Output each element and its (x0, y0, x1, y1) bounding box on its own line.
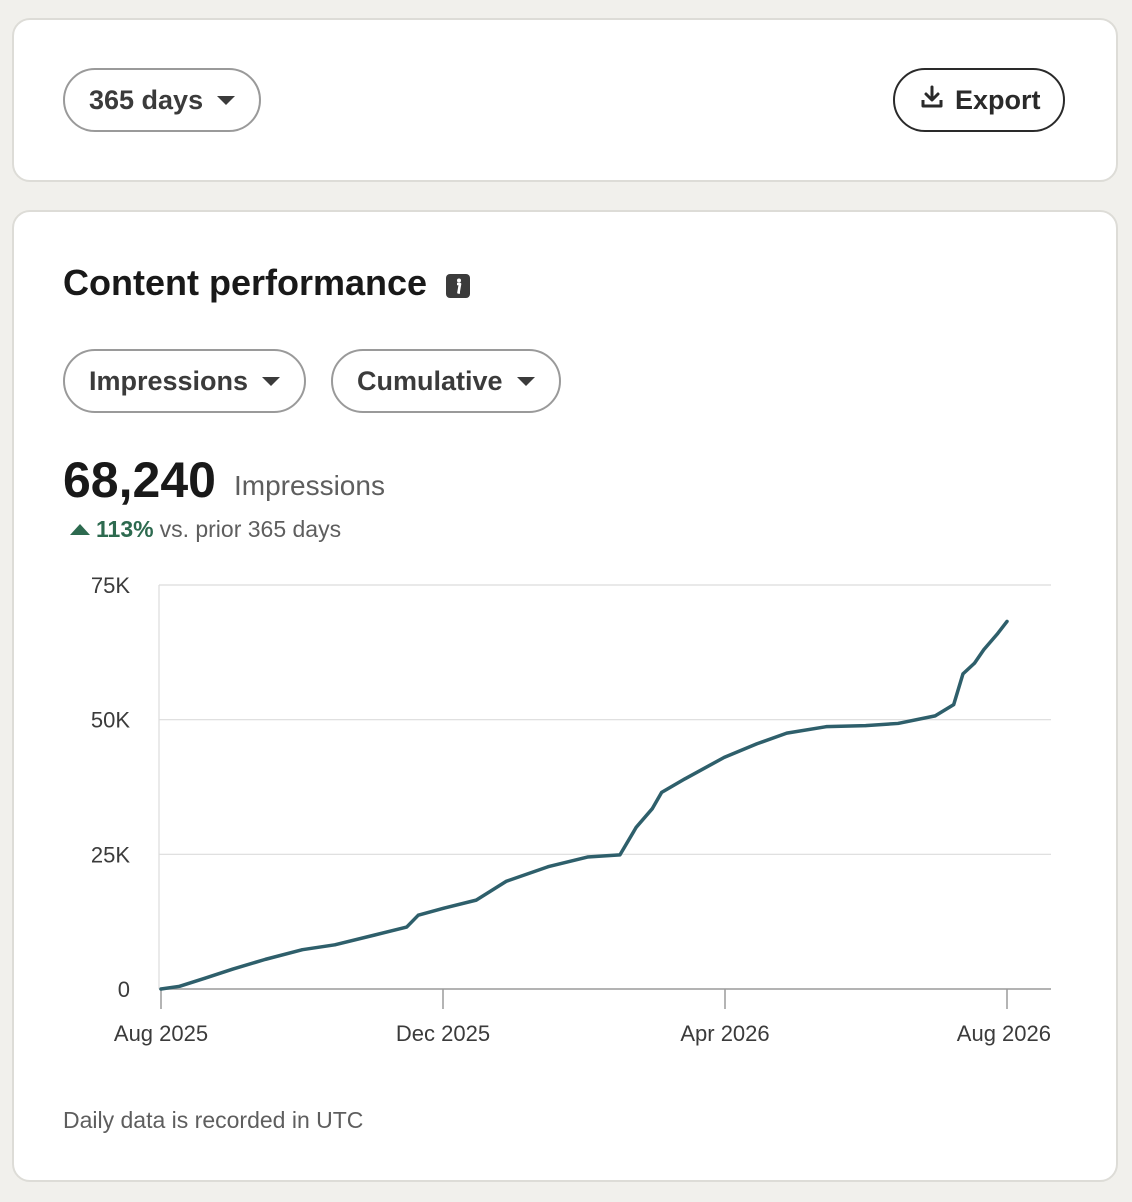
data-point (416, 913, 420, 917)
change-indicator: 113% vs. prior 365 days (70, 516, 341, 543)
date-range-dropdown[interactable]: 365 days (63, 68, 262, 132)
data-point (203, 976, 207, 980)
chevron-down-icon (262, 376, 281, 386)
impressions-line-chart: 0 25K 50K 75K Aug 2025 Dec 2025 Apr 2026 Aug 20… (91, 573, 1051, 1046)
x-tick-label: Aug 2025 (114, 1021, 208, 1046)
section-title: Content performance (63, 262, 428, 303)
data-point (982, 648, 986, 652)
data-point (474, 898, 478, 902)
date-range-card: 365 days Export (12, 18, 1118, 182)
data-point (504, 879, 508, 883)
chevron-down-icon (217, 95, 236, 105)
mode-label: Cumulative (357, 365, 503, 396)
data-point (864, 724, 868, 728)
up-arrow-icon (70, 524, 90, 535)
info-icon[interactable] (445, 273, 471, 299)
x-tick-label: Apr 2026 (680, 1021, 769, 1046)
metric-label: Impressions (89, 365, 249, 396)
change-percent: 113% (96, 516, 154, 542)
data-point (961, 672, 965, 676)
date-range-label: 365 days (89, 84, 204, 115)
data-point (300, 948, 304, 952)
impressions-line (159, 619, 1009, 991)
data-point (178, 984, 182, 988)
content-performance-card: Content performance Impressions Cumulati… (12, 210, 1118, 1182)
data-point (333, 943, 337, 947)
x-tick-label: Dec 2025 (396, 1021, 490, 1046)
data-point (896, 721, 900, 725)
data-point (824, 725, 828, 729)
data-point (231, 967, 235, 971)
data-point (722, 755, 726, 759)
data-point (952, 703, 956, 707)
x-tick-label: Aug 2026 (957, 1021, 1051, 1046)
data-point (442, 906, 446, 910)
chevron-down-icon (516, 376, 535, 386)
data-point (618, 853, 622, 857)
download-icon (919, 84, 945, 117)
data-point (650, 807, 654, 811)
y-tick-label: 75K (91, 573, 130, 598)
data-point (683, 777, 687, 781)
y-tick-label: 50K (91, 708, 130, 733)
data-point (159, 987, 163, 991)
impressions-total-label: Impressions (234, 470, 385, 501)
data-point (1005, 619, 1009, 623)
metric-dropdown[interactable]: Impressions (63, 349, 307, 413)
export-label: Export (955, 84, 1041, 115)
mode-dropdown[interactable]: Cumulative (331, 349, 561, 413)
data-point (372, 933, 376, 937)
footnote: Daily data is recorded in UTC (63, 1107, 364, 1133)
data-point (585, 855, 589, 859)
data-point (755, 742, 759, 746)
impressions-total: 68,240 (63, 452, 216, 508)
y-tick-label: 0 (118, 977, 130, 1002)
data-point (546, 865, 550, 869)
data-point (973, 661, 977, 665)
data-point (405, 925, 409, 929)
data-point (996, 631, 1000, 635)
data-point (660, 790, 664, 794)
y-tick-label: 25K (91, 842, 130, 867)
export-button[interactable]: Export (893, 68, 1065, 132)
data-point (933, 714, 937, 718)
data-point (263, 957, 267, 961)
data-point (785, 731, 789, 735)
data-point (634, 825, 638, 829)
change-comparison: vs. prior 365 days (159, 516, 342, 542)
